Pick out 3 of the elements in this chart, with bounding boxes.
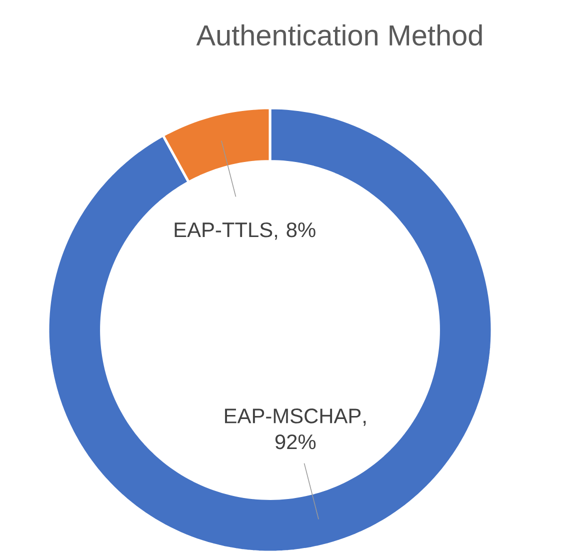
data-label: , 8% (274, 222, 316, 240)
slice-label: EAP-TTLS (174, 222, 272, 238)
chart-title: Authentication Method (196, 24, 482, 46)
